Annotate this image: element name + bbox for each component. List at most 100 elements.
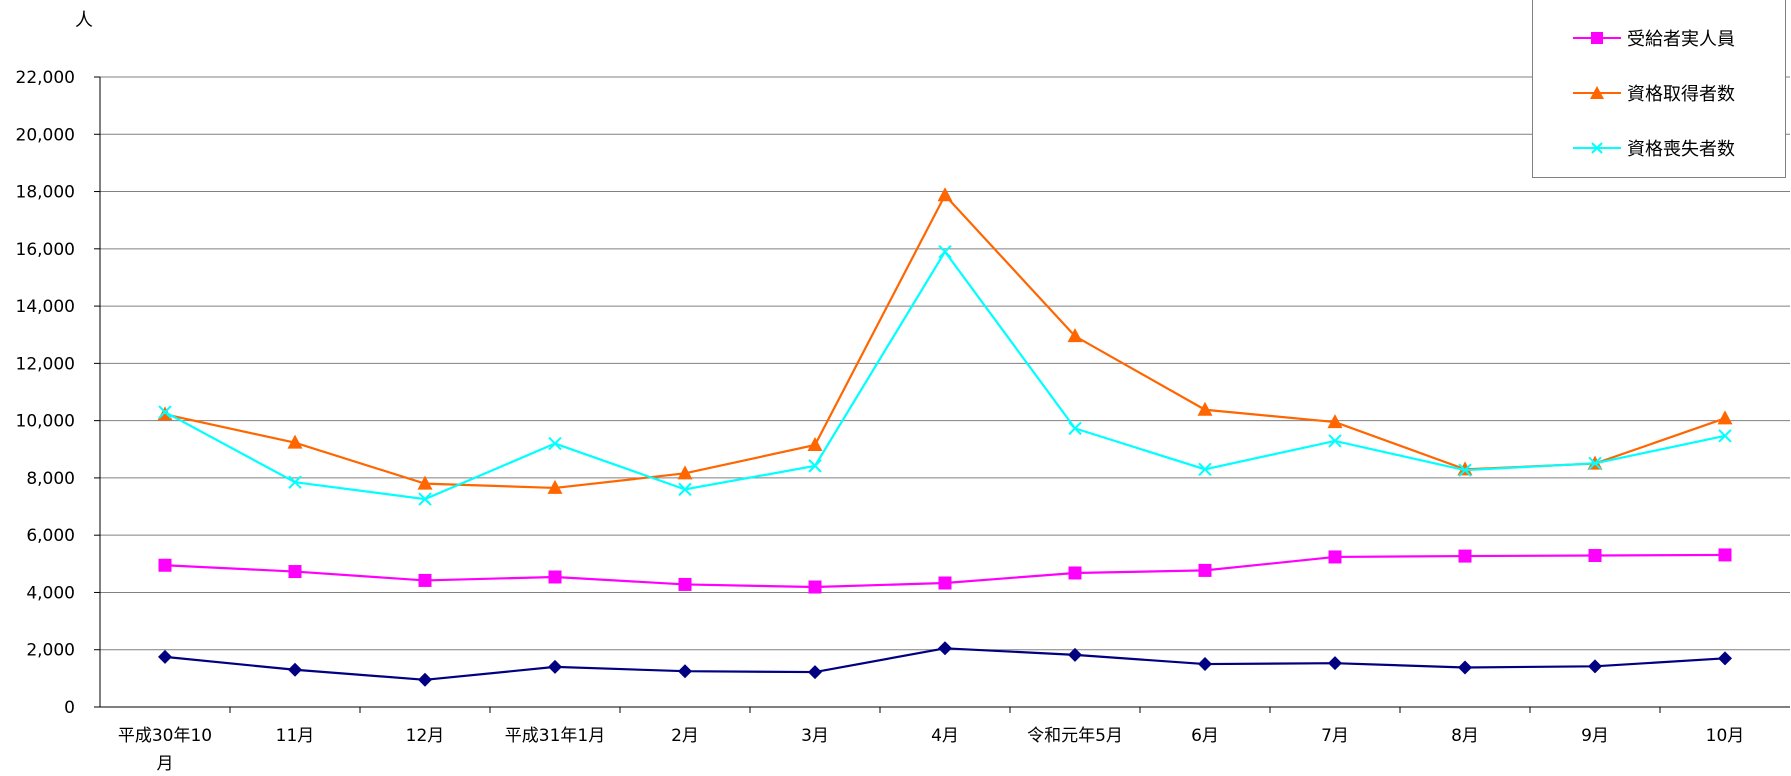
data-point [1198, 563, 1212, 577]
data-point [418, 672, 432, 687]
data-point [418, 573, 432, 587]
data-point-stroke [808, 459, 822, 473]
series-line [164, 193, 1726, 490]
data-point [1717, 410, 1733, 425]
x-tick-label: 平成30年10 月 [118, 726, 212, 774]
x-tick-label: 9月 [1581, 726, 1609, 746]
y-tick-label: 2,000 [26, 641, 75, 661]
legend-marker-square-icon [1573, 32, 1621, 44]
x-tick-label: 6月 [1191, 726, 1219, 746]
data-point [1458, 549, 1472, 563]
x-tick-label: 平成31年1月 [505, 726, 605, 746]
data-point [158, 558, 172, 572]
y-tick-label: 8,000 [26, 469, 75, 489]
data-point [417, 475, 433, 490]
data-point [548, 659, 562, 674]
data-point [1718, 548, 1732, 562]
data-point-stroke [1328, 434, 1342, 448]
x-tick-label: 4月 [931, 726, 959, 746]
data-point [808, 665, 822, 680]
data-point [1718, 429, 1732, 443]
series-line [164, 249, 1726, 501]
x-tick-label: 11月 [276, 726, 315, 746]
data-point [1067, 328, 1083, 343]
data-point [1198, 462, 1212, 477]
legend: 受給者実人員 資格取得者数 資格喪失者数 [1532, 0, 1786, 178]
data-point [1197, 401, 1213, 416]
data-point [937, 187, 953, 202]
y-tick-label: 6,000 [26, 526, 75, 546]
data-point [288, 662, 302, 677]
data-point [808, 580, 822, 594]
data-point [938, 641, 952, 656]
x-tick-label: 2月 [671, 726, 699, 746]
legend-marker-triangle-icon [1573, 86, 1621, 99]
legend-item-recipients: 受給者実人員 [1573, 23, 1735, 53]
data-point [1198, 657, 1212, 672]
data-point-stroke [678, 482, 692, 497]
series-1 [158, 548, 1732, 594]
data-point [418, 492, 432, 506]
data-point [678, 482, 692, 497]
legend-label: 受給者実人員 [1627, 29, 1735, 50]
data-point [547, 479, 563, 494]
axes [94, 76, 1790, 713]
data-point [287, 434, 303, 449]
series-3 [158, 244, 1732, 506]
x-tick-label: 7月 [1321, 726, 1349, 746]
data-point [938, 576, 952, 590]
data-point-stroke [1458, 463, 1472, 477]
y-tick-label: 12,000 [16, 354, 75, 374]
y-axis-unit-label: 人 [75, 10, 93, 31]
x-tick-label: 10月 [1706, 726, 1745, 746]
data-point [1328, 434, 1342, 448]
tick-labels: 0 2,000 4,000 6,000 8,000 10,000 12,000 14,000 1… [16, 68, 1745, 774]
data-point [1068, 647, 1082, 662]
data-point [1588, 659, 1602, 674]
data-point [1457, 461, 1473, 476]
data-point [1458, 463, 1472, 477]
y-tick-label: 4,000 [26, 583, 75, 603]
x-tick-label: 3月 [801, 726, 829, 746]
data-point [808, 459, 822, 473]
data-point-stroke [938, 244, 952, 259]
x-tick-label: 令和元年5月 [1027, 726, 1123, 746]
data-point [1588, 456, 1602, 471]
y-tick-label: 16,000 [16, 240, 75, 260]
x-tick-label: 12月 [406, 726, 445, 746]
data-point-stroke [1068, 421, 1082, 436]
data-point-stroke [548, 436, 562, 451]
data-point-stroke [158, 405, 172, 419]
data-point [807, 436, 823, 451]
data-point [1718, 651, 1732, 666]
data-point-stroke [1588, 456, 1602, 471]
data-point [678, 664, 692, 679]
data-point [548, 436, 562, 451]
y-tick-label: 14,000 [16, 297, 75, 317]
y-tick-label: 10,000 [16, 412, 75, 432]
data-point [288, 565, 302, 579]
data-point [1458, 660, 1472, 675]
data-point [938, 244, 952, 259]
data-point [158, 649, 172, 664]
data-point [288, 475, 302, 489]
y-tick-label: 22,000 [16, 68, 75, 88]
data-point [677, 465, 693, 480]
data-point-stroke [1718, 429, 1732, 443]
data-point [548, 570, 562, 584]
x-tick-label: 8月 [1451, 726, 1479, 746]
data-point [1068, 421, 1082, 436]
series-2 [157, 187, 1733, 494]
series-0 [158, 641, 1732, 687]
legend-label: 資格喪失者数 [1627, 139, 1735, 160]
data-point [1328, 550, 1342, 564]
y-tick-label: 18,000 [16, 183, 75, 203]
data-point-stroke [1198, 462, 1212, 477]
legend-item-lost: 資格喪失者数 [1573, 133, 1735, 163]
series-layer [157, 187, 1733, 687]
data-point [158, 405, 172, 419]
data-point-stroke [418, 492, 432, 506]
data-point [1588, 549, 1602, 563]
data-point [1327, 414, 1343, 429]
